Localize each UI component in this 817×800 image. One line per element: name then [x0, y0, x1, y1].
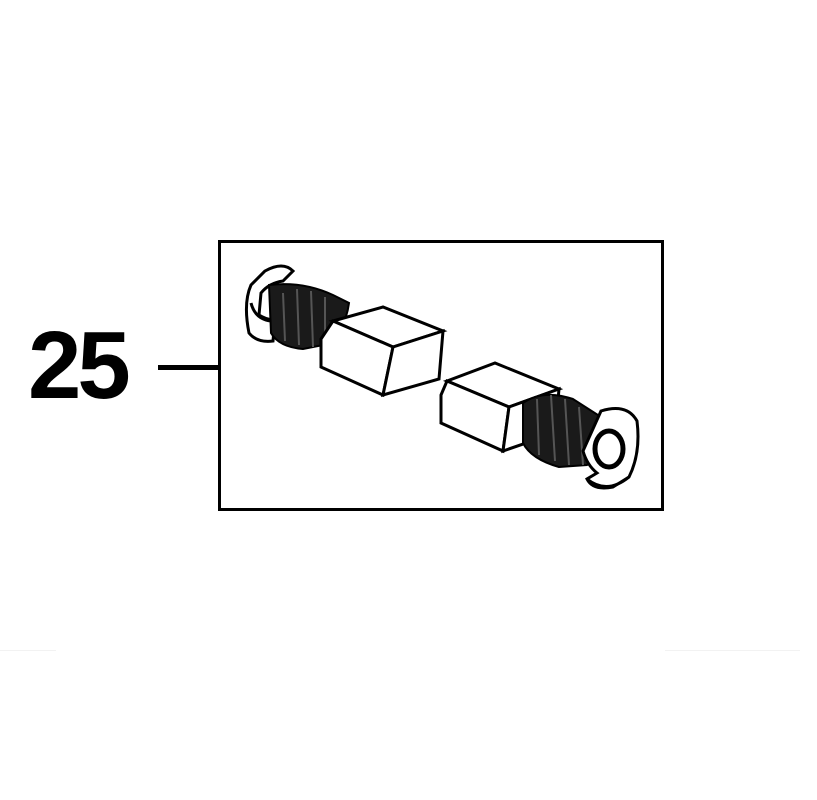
carbon-brush-icon [244, 264, 448, 398]
scan-edge-mark-right [665, 650, 800, 651]
part-illustration-frame [218, 240, 664, 511]
leader-line [158, 365, 218, 370]
carbon-brush-pair-illustration [244, 264, 640, 490]
carbon-brush-icon [439, 361, 640, 490]
part-number-label: 25 [28, 312, 131, 419]
scan-edge-mark-left [0, 650, 56, 651]
